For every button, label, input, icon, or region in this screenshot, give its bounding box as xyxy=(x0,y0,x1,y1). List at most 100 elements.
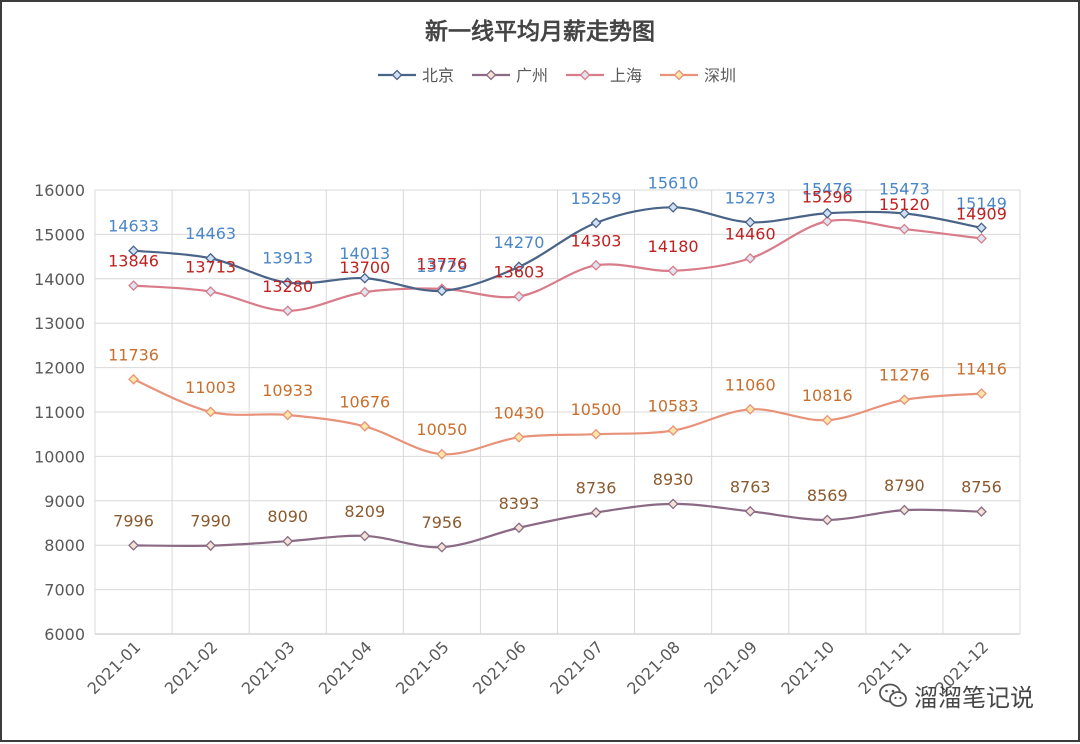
data-point xyxy=(976,222,987,234)
data-point xyxy=(282,409,294,421)
data-label: 14460 xyxy=(725,224,776,243)
x-tick-label: 2021-02 xyxy=(161,637,222,698)
data-label: 15120 xyxy=(879,195,930,214)
data-label: 15149 xyxy=(956,194,1007,213)
data-point xyxy=(667,425,679,436)
data-point xyxy=(359,272,371,284)
y-tick-label: 8000 xyxy=(44,536,85,555)
y-tick-label: 14000 xyxy=(34,270,85,289)
data-point xyxy=(976,388,987,399)
legend-label: 上海 xyxy=(610,66,642,85)
data-label: 11060 xyxy=(725,375,776,394)
data-label: 8736 xyxy=(576,479,617,498)
x-tick-label: 2021-03 xyxy=(238,637,299,698)
data-label: 8763 xyxy=(730,477,771,496)
data-label: 14909 xyxy=(956,204,1007,223)
data-label: 13280 xyxy=(262,277,313,296)
data-point xyxy=(436,541,448,553)
x-tick-label: 2021-10 xyxy=(777,637,838,698)
data-label: 14270 xyxy=(494,233,545,252)
data-label: 7956 xyxy=(422,513,463,532)
data-label: 11736 xyxy=(108,345,159,364)
data-label: 13713 xyxy=(185,258,236,277)
data-label: 10933 xyxy=(262,381,313,400)
y-tick-label: 13000 xyxy=(34,314,85,333)
data-point xyxy=(513,431,525,443)
data-label: 15476 xyxy=(802,179,853,198)
data-point xyxy=(128,373,139,385)
data-point xyxy=(436,448,448,460)
data-point xyxy=(359,420,371,432)
data-point xyxy=(821,414,833,426)
y-tick-label: 9000 xyxy=(44,492,85,511)
y-tick-label: 16000 xyxy=(34,181,85,200)
data-point xyxy=(282,305,294,317)
data-label: 11416 xyxy=(956,360,1007,379)
data-label: 13700 xyxy=(339,258,390,277)
data-point xyxy=(436,285,448,297)
x-tick-label: 2021-07 xyxy=(546,637,607,698)
data-point xyxy=(821,514,833,526)
data-point xyxy=(205,286,217,297)
data-label: 14633 xyxy=(108,217,159,236)
legend-marker xyxy=(579,69,591,81)
data-label: 15296 xyxy=(802,187,853,206)
data-point xyxy=(590,428,602,440)
data-label: 8790 xyxy=(884,476,925,495)
x-tick-label: 2021-06 xyxy=(469,637,530,698)
data-label: 15273 xyxy=(725,188,776,207)
data-point xyxy=(744,252,756,264)
data-point xyxy=(205,540,217,552)
data-label: 10500 xyxy=(571,400,622,419)
data-point xyxy=(513,261,525,273)
data-point xyxy=(128,245,139,257)
data-point xyxy=(590,217,602,229)
data-label: 10676 xyxy=(339,392,390,411)
data-label: 8569 xyxy=(807,486,848,505)
data-point xyxy=(282,535,294,547)
data-label: 14180 xyxy=(648,237,699,256)
data-label: 11003 xyxy=(185,378,236,397)
data-point xyxy=(590,259,602,271)
data-point xyxy=(898,207,910,219)
legend-label: 广州 xyxy=(516,66,548,85)
chart-title: 新一线平均月薪走势图 xyxy=(425,19,655,45)
data-point xyxy=(898,394,910,406)
data-label: 15610 xyxy=(648,173,699,192)
data-point xyxy=(128,280,139,292)
legend-label: 北京 xyxy=(422,66,454,85)
data-label: 7990 xyxy=(190,512,231,531)
data-point xyxy=(205,252,217,264)
y-tick-label: 15000 xyxy=(34,225,85,244)
series-line xyxy=(133,502,982,549)
x-tick-label: 2021-08 xyxy=(623,637,684,698)
x-tick-label: 2021-01 xyxy=(84,637,145,698)
data-point xyxy=(359,530,371,542)
legend-marker xyxy=(391,69,403,81)
y-tick-label: 6000 xyxy=(44,625,85,644)
data-label: 14303 xyxy=(571,231,622,250)
y-tick-label: 10000 xyxy=(34,447,85,466)
data-label: 14013 xyxy=(339,244,390,263)
data-point xyxy=(205,406,217,418)
data-label: 8756 xyxy=(961,478,1002,497)
data-label: 7996 xyxy=(113,511,154,530)
x-tick-label: 2021-09 xyxy=(700,637,761,698)
legend-label: 深圳 xyxy=(704,66,736,85)
data-point xyxy=(898,504,910,516)
watermark-text: 溜溜笔记说 xyxy=(914,684,1034,712)
data-point xyxy=(976,506,987,518)
data-point xyxy=(513,291,525,302)
data-label: 13846 xyxy=(108,252,159,271)
data-label: 10430 xyxy=(494,403,545,422)
data-point xyxy=(513,522,525,534)
data-point xyxy=(744,403,756,415)
legend-marker xyxy=(485,69,497,81)
data-point xyxy=(590,507,602,518)
watermark: 溜溜笔记说 xyxy=(878,678,1034,713)
data-point xyxy=(821,207,833,219)
y-tick-label: 11000 xyxy=(34,403,85,422)
data-label: 13729 xyxy=(416,257,467,276)
series-line xyxy=(133,378,982,456)
data-point xyxy=(667,498,679,510)
